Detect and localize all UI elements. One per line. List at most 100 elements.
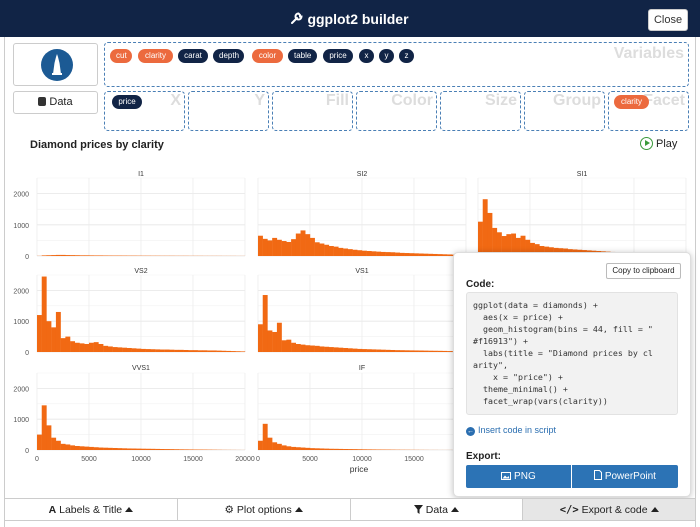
histogram-bar xyxy=(295,233,301,256)
dropzone-size[interactable]: Size xyxy=(440,91,521,131)
variable-badge-z[interactable]: z xyxy=(399,49,414,63)
tab-export-code[interactable]: </> Export & code xyxy=(523,499,695,520)
histogram-bar xyxy=(347,449,353,450)
histogram-bar xyxy=(432,253,438,256)
histogram-bar xyxy=(324,448,330,450)
histogram-bar xyxy=(338,347,344,352)
dropzone-group[interactable]: Group xyxy=(524,91,605,131)
histogram-bar xyxy=(295,447,301,450)
histogram-bar xyxy=(385,252,391,256)
dropzone-fill[interactable]: Fill xyxy=(272,91,353,131)
tab-plot-options[interactable]: ⚙ Plot options xyxy=(177,499,351,520)
histogram-bar xyxy=(352,449,358,450)
facet-label-si2: SI2 xyxy=(357,171,368,178)
histogram-bar xyxy=(511,233,517,256)
histogram-bar xyxy=(291,239,297,256)
histogram-bar xyxy=(70,255,76,256)
variable-badge-color[interactable]: color xyxy=(252,49,283,63)
facet-label-si1: SI1 xyxy=(577,171,588,178)
histogram-bar xyxy=(553,247,559,256)
insert-code-link[interactable]: ← Insert code in script xyxy=(466,425,556,436)
histogram-bar xyxy=(447,351,453,352)
export-png-button[interactable]: PNG xyxy=(466,465,571,488)
histogram-bar xyxy=(122,448,128,450)
histogram-bar xyxy=(423,253,429,256)
histogram-bar xyxy=(437,350,443,352)
histogram-bar xyxy=(164,349,170,352)
x-tick-label: 15000 xyxy=(183,456,203,463)
y-tick-label: 1000 xyxy=(13,417,29,424)
database-icon xyxy=(38,97,47,106)
histogram-bar xyxy=(428,253,434,256)
histogram-bar xyxy=(385,349,391,352)
histogram-bar xyxy=(357,250,363,256)
histogram-bar xyxy=(216,350,222,352)
x-tick-label: 0 xyxy=(35,456,39,463)
variable-badge-clarity[interactable]: clarity xyxy=(138,49,173,63)
dropzone-facet[interactable]: Facet clarity xyxy=(608,91,689,131)
histogram-bar xyxy=(79,255,85,256)
histogram-bar xyxy=(37,315,42,352)
facet-label-if: IF xyxy=(359,365,365,372)
dropzone-x-badge-price[interactable]: price xyxy=(112,95,142,109)
histogram-bar xyxy=(46,425,52,450)
close-button[interactable]: Close xyxy=(648,9,688,31)
histogram-bar xyxy=(300,447,306,450)
histogram-bar xyxy=(530,242,535,256)
histogram-bar xyxy=(409,350,415,352)
histogram-bar xyxy=(347,249,353,256)
play-button[interactable]: Play xyxy=(640,137,677,150)
histogram-bar xyxy=(310,345,315,352)
histogram-bar xyxy=(291,342,297,352)
histogram-bar xyxy=(414,350,419,352)
histogram-bar xyxy=(93,255,99,256)
window-title: ggplot2 builder xyxy=(0,11,700,27)
histogram-bar xyxy=(276,239,282,256)
dropzone-color-label: Color xyxy=(391,92,433,109)
histogram-bar xyxy=(399,252,405,256)
data-button[interactable]: Data xyxy=(13,91,98,114)
dropzone-color[interactable]: Color xyxy=(356,91,437,131)
arrow-left-circle-icon: ← xyxy=(466,427,475,436)
variable-badge-y[interactable]: y xyxy=(379,49,394,63)
caret-up-icon xyxy=(650,507,659,512)
histogram-bar xyxy=(74,342,80,352)
export-powerpoint-button[interactable]: PowerPoint xyxy=(572,465,678,488)
tab-labels-title-label: Labels & Title xyxy=(59,504,123,516)
histogram-bar xyxy=(272,331,278,352)
variable-badge-price[interactable]: price xyxy=(323,49,353,63)
histogram-bar xyxy=(371,251,377,256)
dropzone-x[interactable]: X price xyxy=(104,91,185,131)
histogram-bar xyxy=(548,247,554,256)
geom-selector[interactable] xyxy=(13,43,98,86)
x-tick-label: 20000 xyxy=(235,456,255,463)
variable-badge-x[interactable]: x xyxy=(359,49,374,63)
variable-badge-cut[interactable]: cut xyxy=(110,49,132,63)
histogram-bar xyxy=(207,350,213,352)
histogram-bar xyxy=(174,449,180,450)
variable-badge-table[interactable]: table xyxy=(288,49,317,63)
histogram-bar xyxy=(55,311,61,352)
histogram-bar xyxy=(70,445,76,450)
histogram-bar xyxy=(267,330,273,352)
dropzone-facet-badge-clarity[interactable]: clarity xyxy=(614,95,649,109)
dropzone-y[interactable]: Y xyxy=(188,91,269,131)
histogram-bar xyxy=(409,253,415,256)
tab-data[interactable]: Data xyxy=(350,499,524,520)
histogram-bar xyxy=(343,248,349,256)
copy-to-clipboard-button[interactable]: Copy to clipboard xyxy=(606,263,681,279)
variable-badge-carat[interactable]: carat xyxy=(178,49,208,63)
histogram-bar xyxy=(46,255,52,256)
histogram-bar xyxy=(183,349,189,352)
histogram-bar xyxy=(131,348,137,352)
filter-icon xyxy=(413,504,426,516)
variable-badge-depth[interactable]: depth xyxy=(213,49,244,63)
y-tick-label: 1000 xyxy=(13,319,29,326)
histogram-bar xyxy=(126,347,132,352)
histogram-icon xyxy=(41,49,73,81)
histogram-bar xyxy=(333,246,339,256)
x-tick-label: 5000 xyxy=(81,456,97,463)
x-tick-label: 10000 xyxy=(131,456,151,463)
histogram-bar xyxy=(93,447,99,450)
tab-labels-title[interactable]: A Labels & Title xyxy=(5,499,178,520)
